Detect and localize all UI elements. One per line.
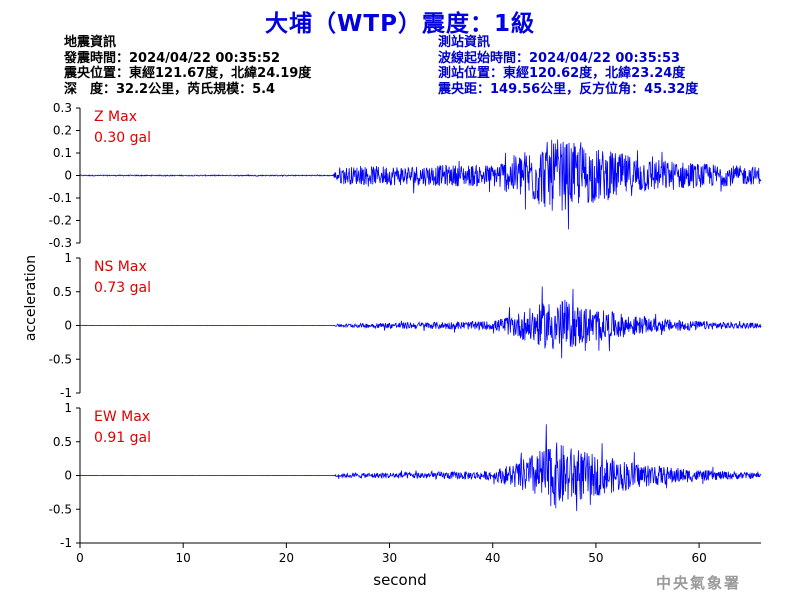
ew-y-tick-label: 0 <box>64 469 72 483</box>
x-tick-label: 40 <box>485 551 500 565</box>
station-info-heading: 測站資訊 <box>438 35 491 50</box>
ew-max-label: EW Max 0.91 gal <box>94 407 151 449</box>
z-y-tick-label: 0.2 <box>53 124 72 138</box>
ew-max-title: EW Max <box>94 409 151 425</box>
page-title: 大埔（WTP）震度：1級 <box>265 11 535 37</box>
z-max-title: Z Max <box>94 109 137 125</box>
z-y-tick-label: 0.1 <box>53 146 72 160</box>
z-waveform-series <box>79 139 762 230</box>
z-y-tick-label: 0 <box>64 169 72 183</box>
z-max-label: Z Max 0.30 gal <box>94 107 151 149</box>
x-tick-label: 0 <box>76 551 84 565</box>
x-tick-label: 20 <box>279 551 294 565</box>
quake-depth-magnitude: 深 度：32.2公里，芮氏規模：5.4 <box>64 81 276 97</box>
ns-y-tick-label: 0.5 <box>53 285 72 299</box>
ns-y-tick-label: -1 <box>60 386 72 400</box>
station-info-block: 測站資訊 波線起始時間：2024/04/22 00:35:53 測站位置：東經1… <box>438 35 698 97</box>
z-max-value: 0.30 gal <box>94 130 151 146</box>
z-y-tick-label: -0.2 <box>49 214 72 228</box>
ew-y-tick-label: 0.5 <box>53 435 72 449</box>
ew-max-value: 0.91 gal <box>94 430 151 446</box>
x-tick-label: 60 <box>691 551 706 565</box>
agency-credit: 中央氣象署 <box>656 574 742 592</box>
station-distance: 震央距：149.56公里，反方位角：45.32度 <box>438 81 699 97</box>
ns-max-value: 0.73 gal <box>94 280 151 296</box>
quake-origin-time: 發震時間：2024/04/22 00:35:52 <box>64 50 281 66</box>
x-tick-label: 10 <box>176 551 191 565</box>
ew-y-tick-label: -1 <box>60 536 72 550</box>
quake-info-block: 地震資訊 發震時間：2024/04/22 00:35:52 震央位置：東經121… <box>64 35 311 97</box>
ew-y-tick-label: 1 <box>64 401 72 415</box>
station-location: 測站位置：東經120.62度，北緯23.24度 <box>438 66 686 81</box>
station-arrival-time: 波線起始時間：2024/04/22 00:35:53 <box>438 50 681 66</box>
y-axis-label: acceleration <box>23 254 39 342</box>
x-tick-label: 50 <box>588 551 603 565</box>
ns-max-title: NS Max <box>94 259 147 275</box>
ew-y-tick-label: -0.5 <box>49 502 72 516</box>
ns-y-tick-label: 1 <box>64 251 72 265</box>
ns-y-tick-label: 0 <box>64 319 72 333</box>
z-y-tick-label: -0.3 <box>49 236 72 250</box>
x-axis-label: second <box>373 571 427 589</box>
z-y-tick-label: -0.1 <box>49 191 72 205</box>
ns-waveform-series <box>80 286 762 359</box>
ns-max-label: NS Max 0.73 gal <box>94 257 151 299</box>
quake-info-heading: 地震資訊 <box>64 35 117 50</box>
z-y-tick-label: 0.3 <box>53 101 72 115</box>
quake-epicenter: 震央位置：東經121.67度，北緯24.19度 <box>64 66 312 81</box>
ns-y-tick-label: -0.5 <box>49 352 72 366</box>
ew-waveform-series <box>79 424 762 512</box>
x-tick-label: 30 <box>382 551 397 565</box>
